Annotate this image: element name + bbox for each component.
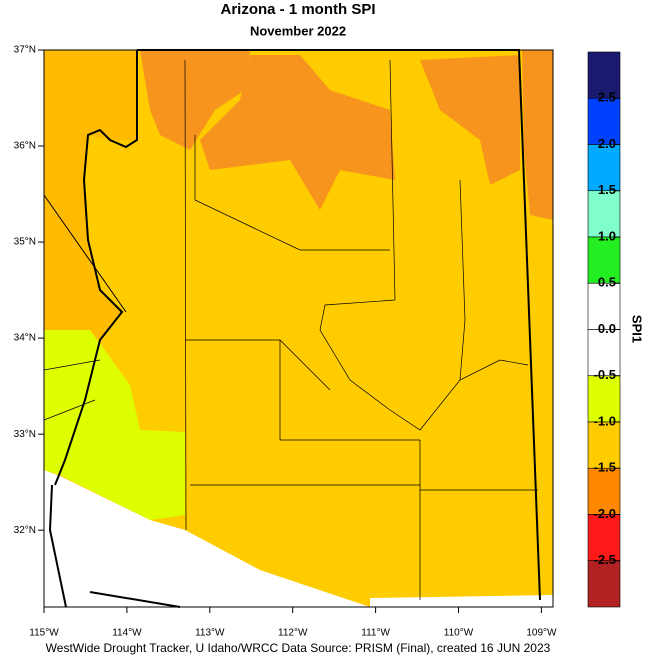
- x-tick-label: 114°W: [112, 628, 142, 639]
- county-lines: [43, 59, 538, 600]
- outside-region: [370, 595, 553, 607]
- colorbar-bin: [587, 560, 621, 608]
- colorbar-tick-label: 1.5: [598, 182, 616, 197]
- dry-patch: [522, 50, 553, 220]
- colorbar-bin: [587, 467, 621, 515]
- subtitle: November 2022: [250, 23, 346, 38]
- x-tick-label: 111°W: [361, 628, 390, 639]
- y-tick-label: 34°N: [14, 333, 36, 344]
- colorbar-bin: [587, 51, 621, 99]
- colorbar-bin: [587, 375, 621, 423]
- colorbar-tick-label: 2.0: [598, 136, 616, 151]
- dry-patch: [140, 50, 250, 150]
- footer: WestWide Drought Tracker, U Idaho/WRCC D…: [46, 641, 551, 655]
- state-border: [54, 50, 138, 486]
- dry-patch: [420, 55, 520, 185]
- y-tick-label: 36°N: [14, 141, 36, 152]
- colorbar-bin: [587, 236, 621, 284]
- x-tick-label: 113°W: [195, 628, 225, 639]
- x-tick-label: 115°W: [29, 628, 59, 639]
- colorbar-title: SPI1: [630, 315, 645, 343]
- colorbar-tick-label: 0.0: [598, 321, 616, 336]
- map-fill: [44, 50, 553, 607]
- colorbar-bin: [587, 282, 621, 330]
- x-tick-label: 110°W: [444, 628, 474, 639]
- wet-patch: [44, 330, 185, 520]
- y-tick-label: 35°N: [14, 237, 36, 248]
- border: [48, 484, 67, 608]
- x-tick-label: 112°W: [278, 628, 308, 639]
- region-fill: [44, 50, 137, 340]
- colorbar-bin: [587, 514, 621, 562]
- colorbar-tick-label: 1.0: [598, 228, 616, 243]
- colorbar-tick-label: -2.5: [594, 552, 616, 567]
- colorbar-bin: [587, 329, 621, 377]
- map-frame: [43, 49, 554, 608]
- dry-patch: [200, 55, 395, 210]
- colorbar-tick-label: -0.5: [594, 367, 616, 382]
- colorbar-tick-label: -1.5: [594, 460, 616, 475]
- colorbar-tick-label: 2.5: [598, 90, 616, 105]
- colorbar-bin: [587, 97, 621, 145]
- colorbar-tick-label: -1.0: [594, 413, 616, 428]
- colorbar-bin: [587, 190, 621, 238]
- y-tick-label: 33°N: [14, 429, 36, 440]
- y-tick-label: 32°N: [14, 525, 36, 536]
- colorbar-tick-label: -2.0: [594, 506, 616, 521]
- colorbar-tick-label: 0.5: [598, 275, 616, 290]
- state-line: [43, 194, 127, 313]
- x-tick-label: 109°W: [526, 628, 557, 639]
- title: Arizona - 1 month SPI: [220, 1, 375, 18]
- y-tick-label: 37°N: [14, 45, 36, 56]
- border: [89, 591, 181, 608]
- outside-region: [44, 470, 370, 607]
- colorbar-bin: [587, 421, 621, 469]
